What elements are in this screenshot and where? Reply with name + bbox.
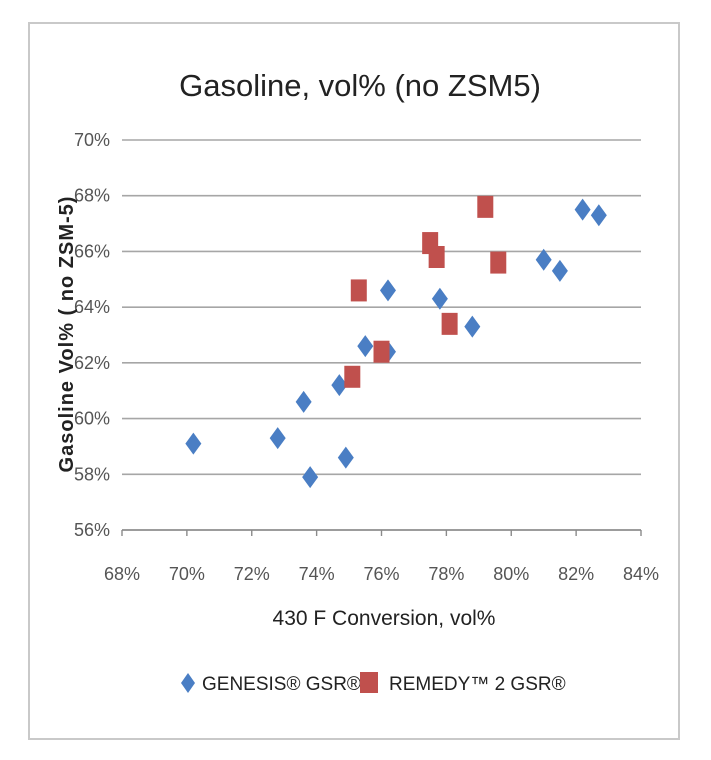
legend-marker-square [360,672,378,693]
genesis-point [431,287,448,310]
gridlines [122,139,641,531]
remedy-point [477,195,494,218]
remedy-point [373,340,390,363]
data-points [185,195,607,489]
legend-item-remedy: REMEDY™ 2 GSR® [360,672,566,695]
y-tick-label: 64% [74,297,110,317]
genesis-point [464,315,481,338]
y-axis-label: Gasoline Vol% ( no ZSM-5) [56,196,78,473]
x-tick-label: 76% [363,564,399,584]
legend-label-genesis: GENESIS® GSR® [202,674,361,695]
legend: GENESIS® GSR® REMEDY™ 2 GSR® [181,672,566,695]
x-tick-label: 82% [558,564,594,584]
x-tick-label: 80% [493,564,529,584]
y-tick-label: 70% [74,130,110,150]
genesis-point [185,432,202,455]
genesis-point [551,259,568,282]
x-tick-label: 78% [428,564,464,584]
y-tick-label: 56% [74,520,110,540]
remedy-point [428,246,445,268]
chart-title: Gasoline, vol% (no ZSM5) [179,68,541,103]
genesis-point [337,446,354,469]
genesis-point [357,335,374,358]
y-tick-label: 62% [74,353,110,373]
axes [121,529,642,536]
x-tick-label: 68% [104,564,140,584]
legend-marker-diamond [181,673,195,693]
x-tick-label: 74% [299,564,335,584]
genesis-point [302,466,319,489]
remedy-point [490,251,507,274]
remedy-point [441,312,458,335]
genesis-point [535,248,552,271]
remedy-point [350,279,367,302]
genesis-point [269,427,286,450]
genesis-point [331,374,348,397]
remedy-point [344,365,361,388]
genesis-point [590,204,607,227]
legend-item-genesis: GENESIS® GSR® [181,673,361,695]
y-tick-labels: 56% 58% 60% 62% 64% 66% 68% 70% [74,130,110,540]
genesis-point [295,390,312,413]
x-tick-labels: 68% 70% 72% 74% 76% 78% 80% 82% 84% [104,564,659,584]
y-tick-label: 60% [74,409,110,429]
y-tick-label: 68% [74,186,110,206]
genesis-point [574,198,591,221]
x-tick-label: 84% [623,564,659,584]
x-tick-label: 70% [169,564,205,584]
x-tick-label: 72% [234,564,270,584]
legend-label-remedy: REMEDY™ 2 GSR® [389,674,566,695]
x-axis-label: 430 F Conversion, vol% [273,607,496,630]
y-tick-label: 66% [74,241,110,261]
y-tick-label: 58% [74,464,110,484]
genesis-point [379,279,396,302]
